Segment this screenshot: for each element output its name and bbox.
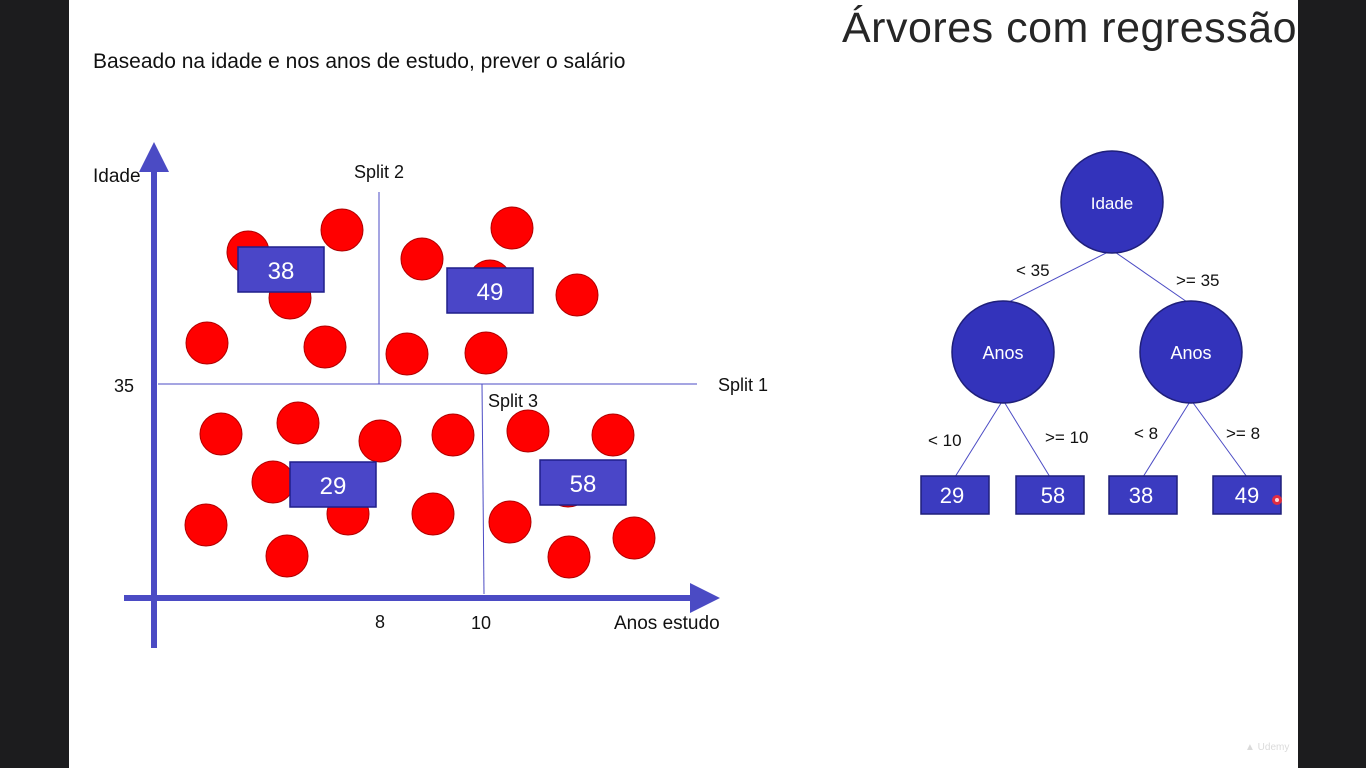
- edge-label-left-left: < 10: [928, 431, 962, 450]
- y-axis-label: Idade: [93, 166, 141, 187]
- edge-right-left: [1142, 399, 1192, 478]
- tree-root-label: Idade: [1091, 194, 1134, 213]
- data-point: [320, 208, 364, 252]
- region-box-bottom-left: 29: [289, 461, 377, 508]
- edge-left-right: [1002, 399, 1051, 478]
- x-tick-8: 8: [375, 612, 385, 632]
- data-point: [184, 503, 228, 547]
- data-point: [303, 325, 347, 369]
- region-box-bottom-right: 58: [539, 459, 627, 506]
- data-point: [411, 492, 455, 536]
- split-3-line: [481, 383, 485, 595]
- data-point: [506, 409, 550, 453]
- udemy-logo-icon: ▲ Udemy: [1245, 742, 1290, 753]
- tree-leaf-1: 29: [920, 475, 990, 515]
- data-point: [490, 206, 534, 250]
- data-point: [464, 331, 508, 375]
- tree-leaf-2: 58: [1015, 475, 1085, 515]
- red-cursor-dot-icon: [1272, 495, 1282, 505]
- tree-left-node: Anos: [951, 300, 1055, 404]
- data-point: [591, 413, 635, 457]
- data-points: [184, 206, 656, 579]
- region-value-bottom-left: 29: [320, 473, 347, 500]
- data-point: [431, 413, 475, 457]
- data-point: [547, 535, 591, 579]
- scatter-plot: 38 49 29 58 Idade Anos estudo 35 8 10 Sp…: [93, 142, 768, 648]
- edge-label-right-right: >= 8: [1226, 424, 1260, 443]
- tree-leaf-3: 38: [1108, 475, 1178, 515]
- tree-leaf-3-value: 38: [1129, 483, 1153, 508]
- edge-right-right: [1190, 399, 1248, 478]
- region-value-bottom-right: 58: [570, 471, 597, 498]
- data-point: [185, 321, 229, 365]
- data-point: [555, 273, 599, 317]
- tree-leaf-2-value: 58: [1041, 483, 1065, 508]
- tree-leaf-4-value: 49: [1235, 483, 1259, 508]
- edge-root-right: [1111, 249, 1191, 305]
- data-point: [358, 419, 402, 463]
- data-point: [385, 332, 429, 376]
- data-point: [199, 412, 243, 456]
- edge-label-root-right: >= 35: [1176, 271, 1220, 290]
- region-value-top-right: 49: [477, 279, 504, 306]
- data-point: [612, 516, 656, 560]
- y-tick-35: 35: [114, 376, 134, 396]
- tree-right-label: Anos: [1170, 343, 1211, 363]
- edge-label-left-right: >= 10: [1045, 428, 1089, 447]
- split-1-label: Split 1: [718, 375, 768, 395]
- edge-label-root-left: < 35: [1016, 261, 1050, 280]
- edge-left-left: [954, 399, 1004, 478]
- split-2-label: Split 2: [354, 162, 404, 182]
- data-point: [400, 237, 444, 281]
- data-point: [488, 500, 532, 544]
- data-point: [265, 534, 309, 578]
- x-axis-label: Anos estudo: [614, 613, 720, 634]
- split-3-label: Split 3: [488, 391, 538, 411]
- data-point: [276, 401, 320, 445]
- region-box-top-right: 49: [446, 267, 534, 314]
- slide-subtitle: Baseado na idade e nos anos de estudo, p…: [93, 50, 626, 73]
- data-point: [251, 460, 295, 504]
- region-box-top-left: 38: [237, 246, 325, 293]
- tree-root-node: Idade: [1060, 150, 1164, 254]
- tree-right-node: Anos: [1139, 300, 1243, 404]
- region-value-top-left: 38: [268, 258, 295, 285]
- tree-leaf-4: 49: [1212, 475, 1282, 515]
- x-tick-10: 10: [471, 613, 491, 633]
- slide-title: Árvores com regressão: [842, 4, 1297, 52]
- edge-root-left: [1004, 249, 1113, 305]
- regression-tree: Idade Anos Anos < 35 >= 35 < 10 >= 10 < …: [920, 150, 1282, 515]
- edge-label-right-left: < 8: [1134, 424, 1158, 443]
- tree-left-label: Anos: [982, 343, 1023, 363]
- tree-leaf-1-value: 29: [940, 483, 964, 508]
